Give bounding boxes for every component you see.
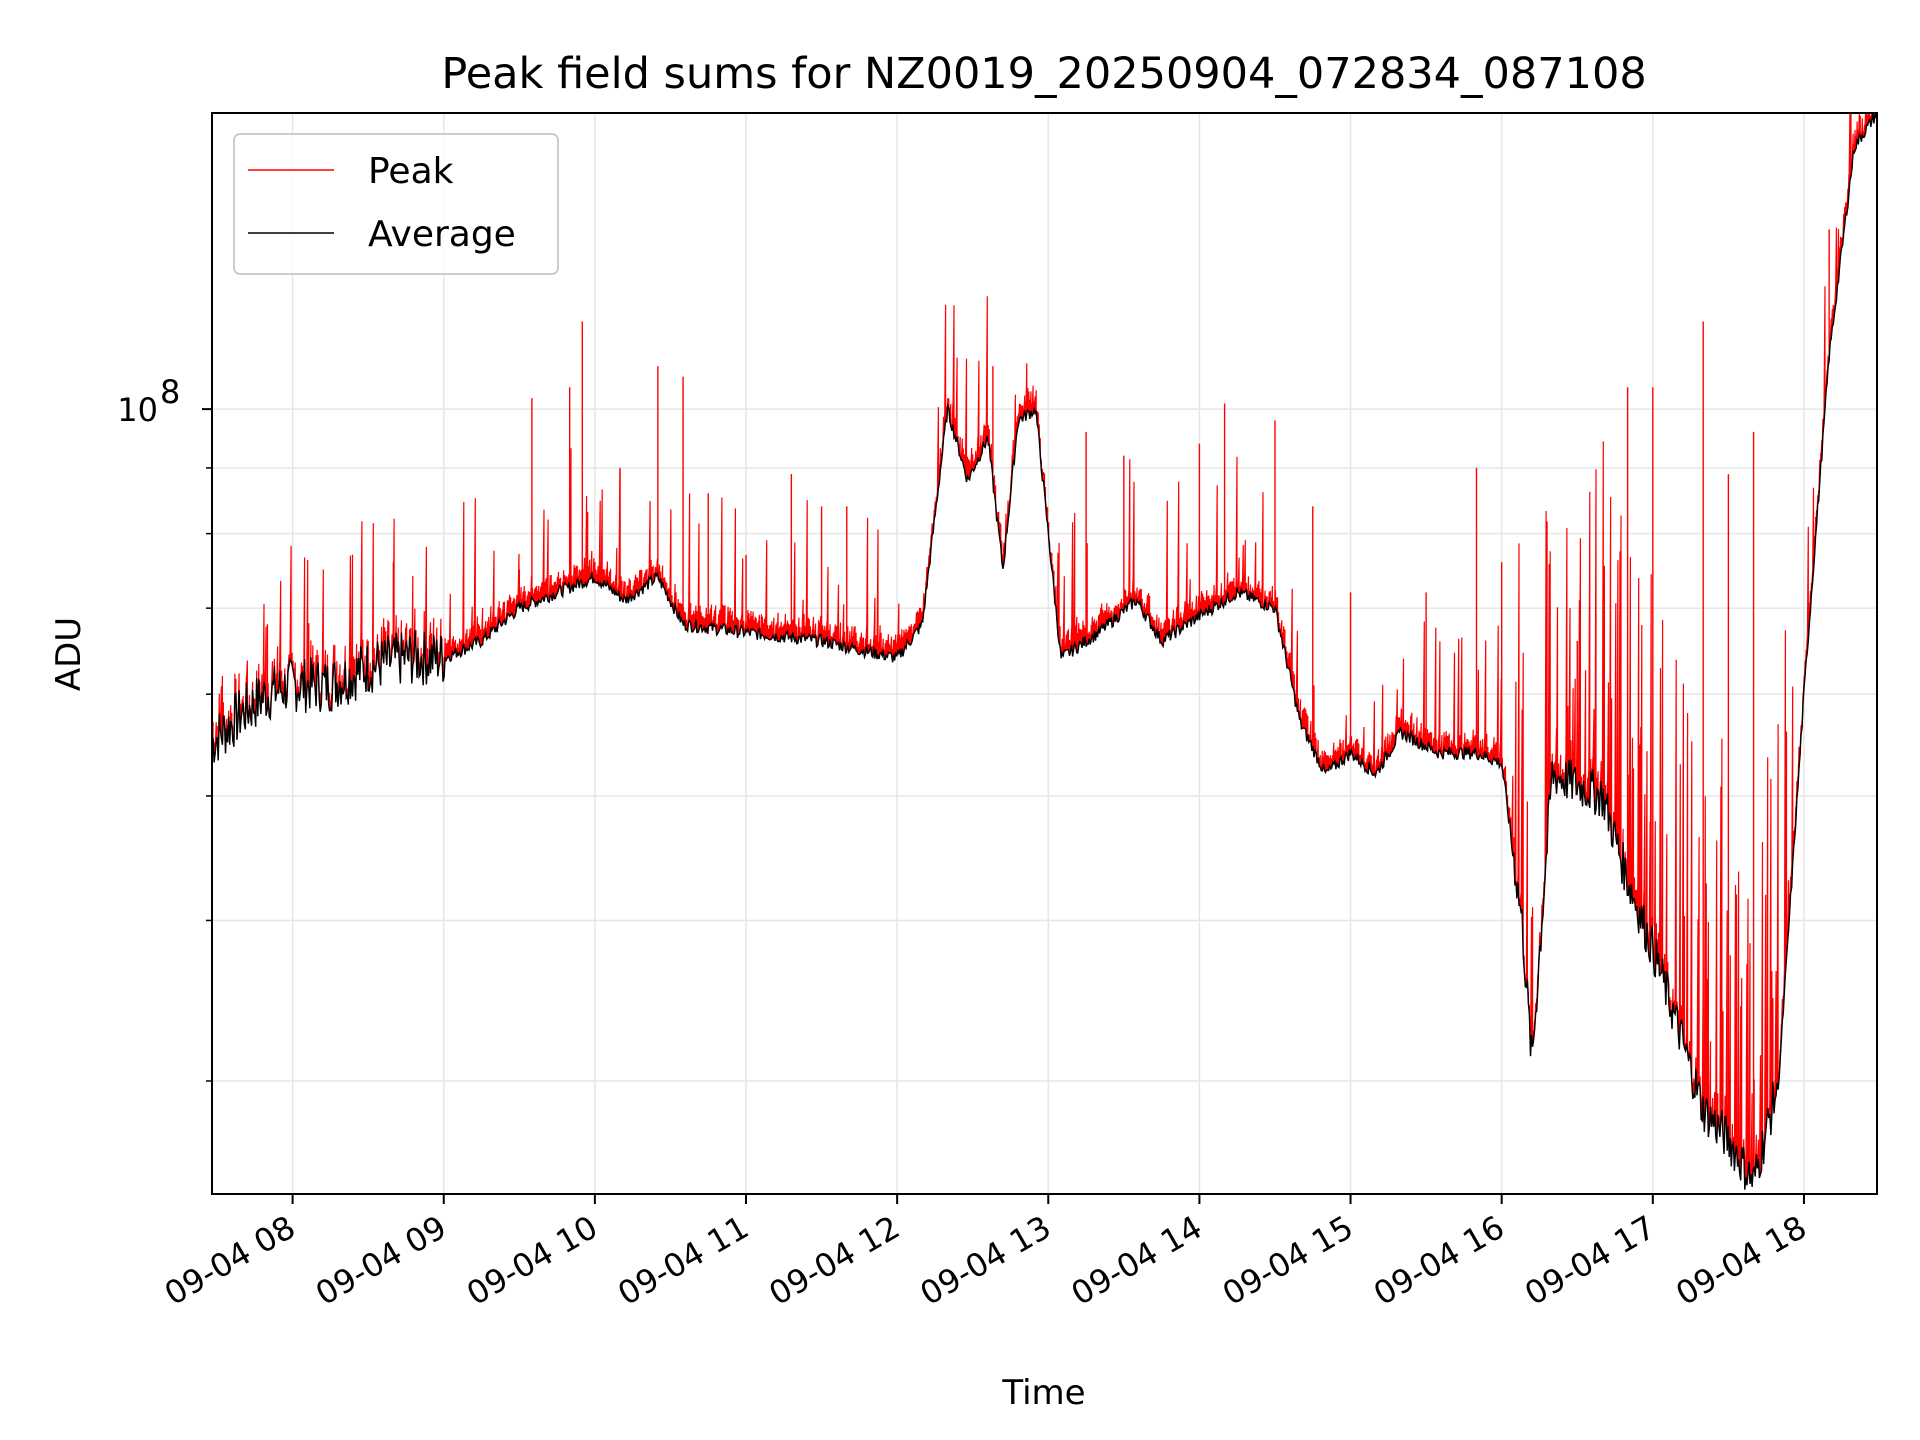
legend-box (233, 133, 559, 275)
axes-frame (211, 112, 1878, 1195)
chart-title: Peak field sums for NZ0019_20250904_0728… (441, 49, 1646, 99)
legend: Peak Average (233, 133, 559, 275)
x-axis-label: Time (1001, 1373, 1085, 1413)
plot-series (212, 113, 1877, 1190)
y-tick-label-exponent: 8 (160, 373, 180, 411)
y-axis-label: ADU (49, 617, 89, 691)
y-tick-label: 10 (117, 391, 158, 429)
legend-peak-label: Peak (368, 151, 454, 192)
legend-average-label: Average (368, 214, 516, 255)
average-series-line (212, 113, 1877, 1190)
